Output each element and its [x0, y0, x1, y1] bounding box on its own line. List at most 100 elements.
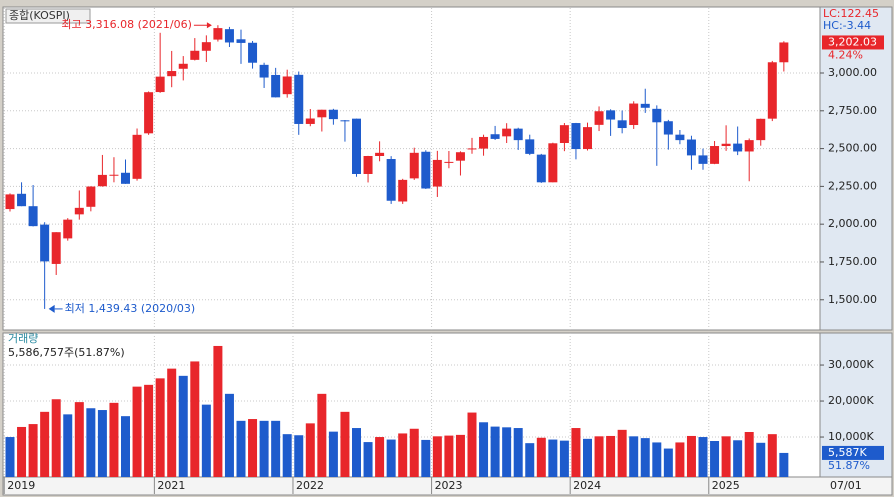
volume-bar	[721, 436, 731, 477]
volume-bar	[40, 411, 50, 477]
candle-body	[594, 111, 604, 125]
candle-body	[328, 109, 338, 120]
candle-body	[721, 143, 731, 147]
candle-body	[710, 146, 720, 164]
volume-bar	[398, 433, 408, 477]
y-tick-label: 1,500.00	[828, 293, 877, 306]
candle-body	[132, 134, 142, 179]
last-volume: 5,587K	[828, 446, 867, 459]
volume-bar	[259, 420, 269, 477]
volume-bar	[132, 386, 142, 477]
volume-bar	[513, 428, 523, 477]
legend: 종합(KOSPI)	[9, 9, 70, 22]
y-tick-label: 30,000K	[828, 358, 874, 371]
candle-body	[536, 154, 546, 183]
y-tick-label: 10,000K	[828, 430, 874, 443]
volume-bar	[675, 442, 685, 477]
volume-bar	[74, 402, 84, 477]
candle-body	[340, 120, 350, 122]
volume-bar	[490, 426, 500, 477]
volume-bar	[779, 452, 789, 477]
volume-bar	[5, 437, 15, 477]
lc-label: LC:122.45	[823, 7, 879, 20]
volume-bar	[167, 368, 177, 477]
high-annotation: 최고 3,316.08 (2021/06)	[61, 18, 192, 31]
candle-body	[40, 224, 50, 262]
y-tick-label: 20,000K	[828, 394, 874, 407]
candle-body	[675, 134, 685, 141]
candle-body	[733, 143, 743, 152]
volume-bar	[224, 393, 234, 477]
candle-body	[548, 143, 558, 183]
candle-body	[144, 92, 154, 134]
legend-box	[5, 8, 91, 24]
volume-bar	[686, 435, 696, 477]
x-tick-label: 2022	[296, 479, 324, 492]
candle-body	[375, 152, 385, 156]
volume-bar	[294, 435, 304, 477]
candle-body	[294, 74, 304, 124]
price-axis-area	[819, 6, 893, 331]
volume-bar	[502, 427, 512, 477]
candle-body	[479, 136, 489, 149]
y-tick-label: 3,000.00	[828, 66, 877, 79]
candle-body	[652, 108, 662, 123]
volume-bar	[352, 428, 361, 477]
volume-bar	[756, 442, 766, 477]
candle-body	[686, 139, 696, 156]
volume-bar	[17, 426, 27, 477]
volume-bar	[536, 437, 546, 477]
candle-body	[409, 152, 419, 179]
candle-body	[317, 109, 327, 118]
volume-bar	[317, 393, 327, 477]
candle-body	[502, 128, 512, 137]
volume-bar	[409, 428, 419, 477]
candle-body	[467, 148, 477, 150]
candle-body	[190, 50, 200, 60]
volume-bar	[594, 436, 604, 477]
volume-bar	[455, 434, 465, 477]
candle-body	[583, 127, 592, 150]
volume-title: 거래량	[8, 332, 38, 345]
volume-bar	[652, 442, 662, 477]
volume-bar	[97, 410, 107, 477]
change-label: 4.24%	[828, 48, 863, 61]
candle-body	[109, 174, 119, 176]
volume-bar	[733, 440, 743, 477]
candle-body	[698, 155, 708, 164]
volume-bar	[271, 420, 281, 477]
volume-bar	[375, 437, 385, 477]
candle-body	[663, 121, 673, 135]
candle-body	[213, 28, 223, 40]
candle-body	[28, 206, 38, 227]
candle-body	[155, 76, 165, 93]
candle-body	[63, 219, 73, 239]
volume-bar	[144, 384, 154, 477]
candle-body	[779, 42, 789, 63]
candle-body	[640, 103, 650, 108]
volume-bar	[710, 441, 720, 477]
volume-bar	[248, 419, 258, 477]
annotation-arrowhead	[48, 304, 55, 313]
candle-body	[432, 159, 442, 187]
candle-body	[178, 63, 188, 69]
volume-bar	[236, 420, 246, 477]
candle-body	[617, 120, 627, 129]
volume-bar	[86, 408, 96, 477]
candle-body	[282, 76, 292, 95]
volume-bar	[178, 375, 188, 477]
volume-bar	[432, 436, 442, 477]
end-date: 07/01	[830, 479, 862, 492]
candle-body	[224, 29, 234, 43]
volume-bar	[525, 443, 535, 477]
volume-bar	[386, 439, 396, 477]
volume-bar	[155, 378, 165, 477]
last-price: 3,202.03	[828, 35, 877, 48]
volume-bar	[305, 423, 315, 477]
y-tick-label: 2,500.00	[828, 142, 877, 155]
volume-bar	[767, 434, 777, 477]
candle-body	[363, 155, 373, 174]
candle-body	[606, 110, 616, 120]
candle-body	[51, 232, 61, 264]
